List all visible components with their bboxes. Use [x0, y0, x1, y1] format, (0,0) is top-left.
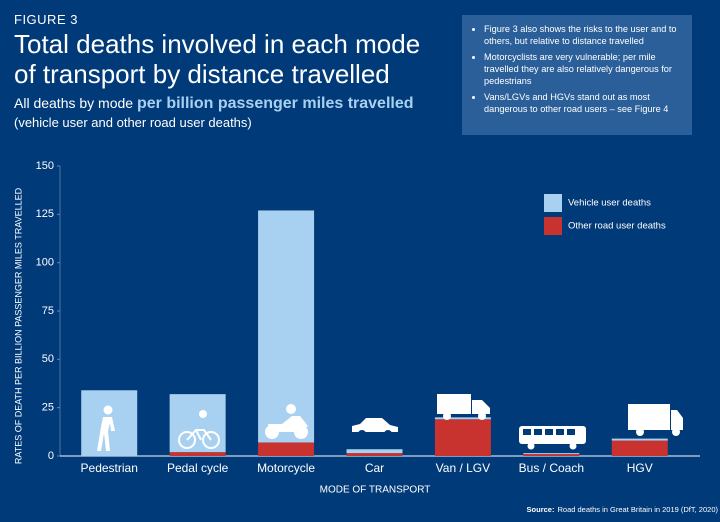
figure-label: FIGURE 3 — [14, 12, 78, 27]
note: Figure 3 also shows the risks to the use… — [484, 23, 684, 47]
y-tick-label: 50 — [42, 353, 54, 365]
icon — [523, 429, 575, 435]
bar-segment — [611, 440, 668, 456]
x-tick-label: Motorcycle — [257, 461, 315, 475]
y-tick-label: 25 — [42, 402, 54, 414]
icon — [265, 404, 308, 439]
icon — [437, 394, 490, 420]
subtitle-note: (vehicle user and other road user deaths… — [14, 115, 252, 130]
x-tick-label: Pedal cycle — [167, 461, 229, 475]
icon — [97, 417, 115, 451]
chart-title: Total deaths involved in each mode of tr… — [14, 29, 454, 89]
bar-segment — [169, 452, 226, 456]
x-tick-label: Car — [365, 461, 384, 475]
bar-segment — [523, 453, 580, 455]
legend-label: Vehicle user deaths — [568, 198, 651, 209]
bar-segment — [258, 442, 315, 456]
bar-segment — [346, 453, 403, 456]
subtitle-emphasis: per billion passenger miles travelled — [136, 95, 414, 112]
icon — [178, 429, 220, 449]
subtitle: All deaths by mode per billion passenger… — [14, 95, 454, 113]
notes-list: Figure 3 also shows the risks to the use… — [484, 23, 684, 115]
bar-segment — [258, 210, 315, 443]
icon — [199, 410, 207, 418]
notes-box: Figure 3 also shows the risks to the use… — [462, 15, 692, 135]
icons — [97, 394, 683, 451]
icon — [628, 404, 683, 436]
note: Vans/LGVs and HGVs stand out as most dan… — [484, 91, 684, 115]
source: Source: Road deaths in Great Britain in 2… — [527, 505, 719, 514]
legend-swatch — [544, 194, 562, 212]
title-line: of transport by distance travelled — [14, 59, 390, 89]
bar-segment — [346, 449, 403, 454]
icon — [352, 418, 398, 438]
y-tick-label: 75 — [42, 305, 54, 317]
subtitle-text: All deaths by mode — [14, 95, 134, 111]
y-axis-label: RATES OF DEATH PER BILLION PASSENGER MIL… — [13, 187, 23, 464]
legend-label: Other road user deaths — [568, 221, 666, 232]
icon — [103, 405, 113, 415]
note: Motorcyclists are very vulnerable; per m… — [484, 51, 684, 87]
bar-segment — [434, 419, 491, 456]
x-tick-label: HGV — [627, 461, 653, 475]
header: FIGURE 3 Total deaths involved in each m… — [14, 12, 454, 130]
x-axis-label: MODE OF TRANSPORT — [320, 485, 431, 496]
y-tick-label: 125 — [36, 208, 54, 220]
source-text: Road deaths in Great Britain in 2019 (Df… — [557, 505, 718, 514]
bar-segment — [611, 438, 668, 441]
bar-segment — [434, 417, 491, 420]
y-tick-label: 100 — [36, 257, 54, 269]
x-tick-label: Pedestrian — [81, 461, 138, 475]
title-line: Total deaths involved in each mode — [14, 29, 421, 59]
legend-swatch — [544, 217, 562, 235]
y-tick-label: 150 — [36, 160, 54, 172]
bar-segment — [523, 454, 580, 456]
x-tick-label: Bus / Coach — [519, 461, 584, 475]
x-tick-label: Van / LGV — [436, 461, 490, 475]
y-tick-label: 0 — [48, 450, 54, 462]
source-label: Source: — [527, 505, 555, 514]
